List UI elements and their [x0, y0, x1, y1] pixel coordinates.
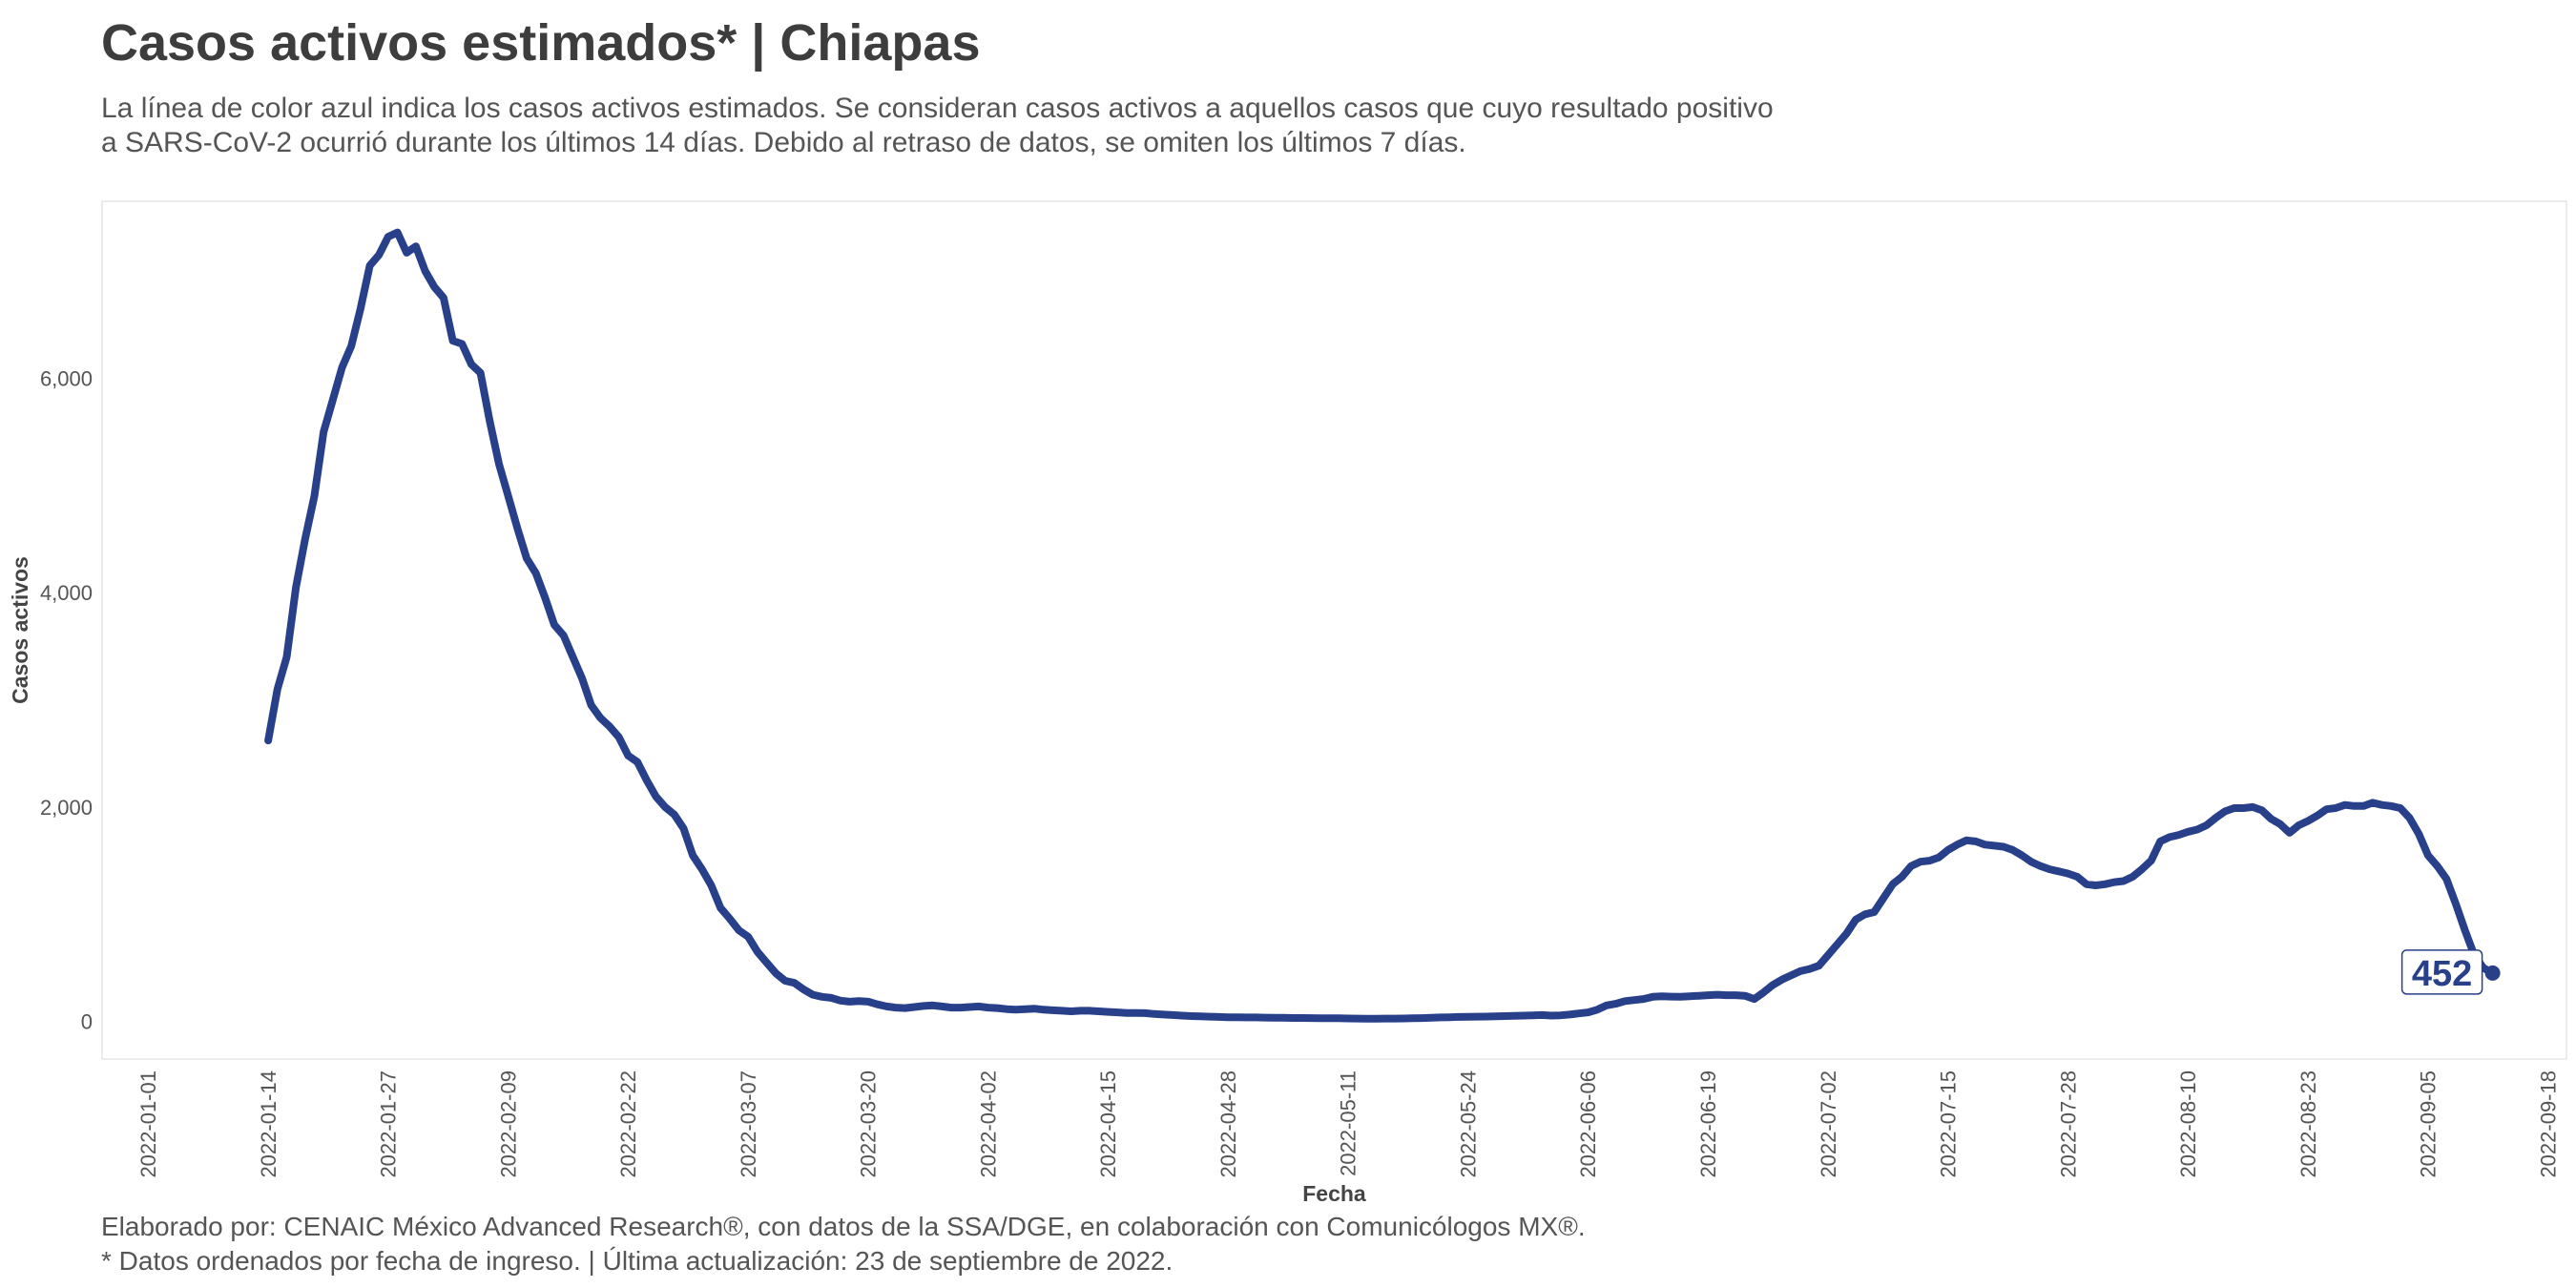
last-point-marker	[2484, 965, 2501, 981]
x-tick-label: 2022-04-28	[1216, 1070, 1240, 1178]
x-tick-label: 2022-03-07	[737, 1070, 760, 1178]
x-tick-label: 2022-08-23	[2296, 1070, 2320, 1178]
y-tick-label: 2,000	[40, 796, 93, 820]
x-tick-label: 2022-04-02	[976, 1070, 1000, 1178]
x-tick-label: 2022-05-24	[1456, 1070, 1480, 1178]
x-tick-label: 2022-09-18	[2536, 1070, 2560, 1178]
chart-title: Casos activos estimados* | Chiapas	[101, 14, 981, 72]
caption-line-2: * Datos ordenados por fecha de ingreso. …	[101, 1246, 1174, 1276]
y-tick-label: 6,000	[40, 366, 93, 390]
x-tick-label: 2022-03-20	[857, 1070, 881, 1178]
y-axis-label: Casos activos	[8, 556, 32, 704]
chart-subtitle: La línea de color azul indica los casos …	[101, 92, 1914, 160]
last-value-box	[2400, 949, 2483, 995]
x-tick-label: 2022-02-09	[496, 1070, 520, 1178]
caption-line-1: Elaborado por: CENAIC México Advanced Re…	[101, 1212, 1586, 1241]
x-tick-label: 2022-02-22	[616, 1070, 640, 1178]
x-tick-label: 2022-01-14	[257, 1070, 280, 1178]
y-tick-label: 0	[81, 1010, 93, 1034]
x-tick-label: 2022-07-02	[1817, 1070, 1840, 1178]
subtitle-line-2: a SARS-CoV-2 ocurrió durante los últimos…	[101, 127, 1466, 158]
chart-caption: Elaborado por: CENAIC México Advanced Re…	[101, 1210, 1586, 1278]
x-tick-label: 2022-09-05	[2417, 1070, 2441, 1178]
x-tick-label: 2022-07-28	[2056, 1070, 2080, 1178]
y-tick-label: 4,000	[40, 581, 93, 605]
x-tick-label: 2022-01-27	[377, 1070, 401, 1178]
x-tick-label: 2022-08-10	[2176, 1070, 2200, 1178]
x-axis-label: Fecha	[1302, 1181, 1366, 1206]
x-tick-label: 2022-07-15	[1937, 1070, 1961, 1178]
x-tick-label: 2022-06-19	[1696, 1070, 1720, 1178]
plot-panel	[101, 200, 2567, 1060]
x-tick-label: 2022-01-01	[136, 1070, 160, 1178]
subtitle-line-1: La línea de color azul indica los casos …	[101, 93, 1774, 124]
last-value-label: 452	[2412, 954, 2472, 994]
x-tick-label: 2022-04-15	[1096, 1070, 1120, 1178]
x-tick-label: 2022-06-06	[1576, 1070, 1600, 1178]
x-tick-label: 2022-05-11	[1337, 1070, 1361, 1176]
series-line	[264, 228, 2497, 1023]
